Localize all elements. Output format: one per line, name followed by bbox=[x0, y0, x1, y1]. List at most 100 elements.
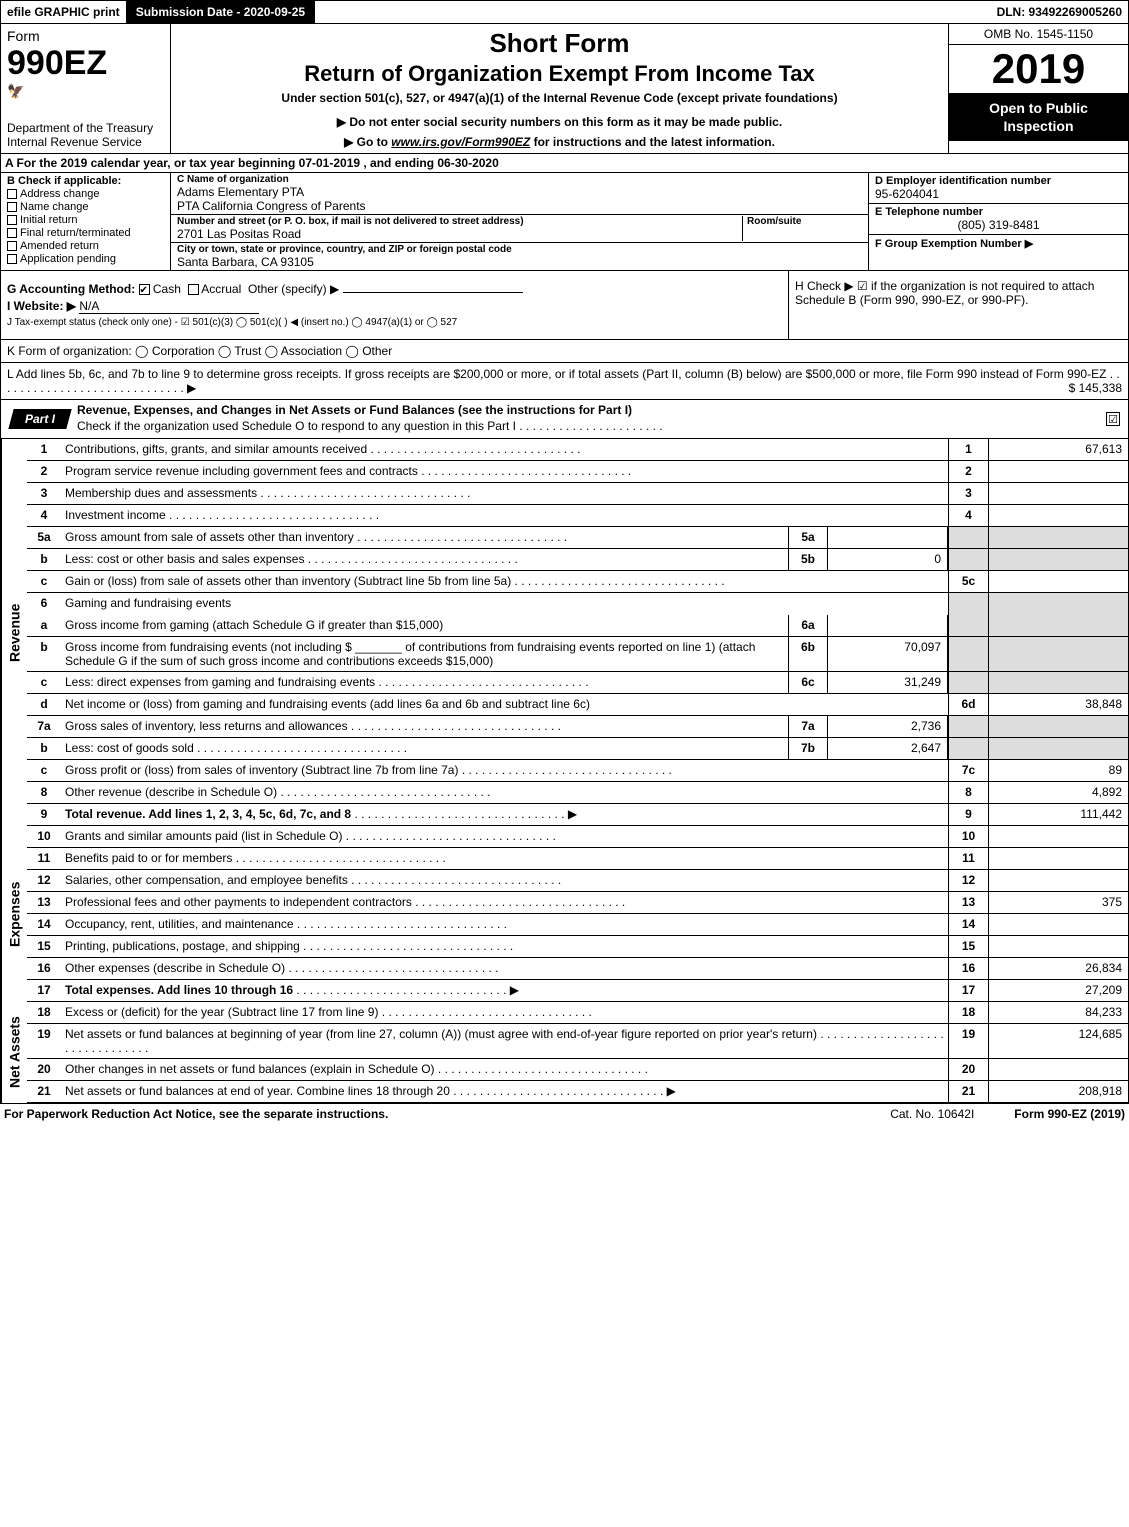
chk-accrual[interactable] bbox=[188, 284, 199, 295]
line-1: 1 Contributions, gifts, grants, and simi… bbox=[27, 439, 1128, 461]
d-phone-label: E Telephone number bbox=[875, 206, 1122, 218]
line-6c: c Less: direct expenses from gaming and … bbox=[27, 672, 1128, 694]
i-website-label: I Website: ▶ bbox=[7, 299, 76, 313]
omb-number: OMB No. 1545-1150 bbox=[949, 24, 1128, 45]
open-to-public: Open to Public Inspection bbox=[949, 93, 1128, 141]
line-7c: c Gross profit or (loss) from sales of i… bbox=[27, 760, 1128, 782]
goto-suffix: for instructions and the latest informat… bbox=[530, 135, 775, 149]
dept-label: Department of the Treasury bbox=[7, 121, 153, 135]
c-room-label: Room/suite bbox=[747, 216, 862, 227]
g-accounting: G Accounting Method: Cash Accrual Other … bbox=[7, 282, 782, 296]
org-name1: Adams Elementary PTA bbox=[177, 185, 862, 199]
chk-cash[interactable] bbox=[139, 284, 150, 295]
under-section: Under section 501(c), 527, or 4947(a)(1)… bbox=[181, 91, 938, 105]
line-3: 3 Membership dues and assessments 3 bbox=[27, 483, 1128, 505]
i-website-value: N/A bbox=[79, 299, 259, 314]
i-website: I Website: ▶ N/A bbox=[7, 299, 782, 314]
c-name-label: C Name of organization bbox=[177, 174, 862, 185]
d-ein-label: D Employer identification number bbox=[875, 175, 1122, 187]
row-l-text: L Add lines 5b, 6c, and 7b to line 9 to … bbox=[7, 367, 1120, 395]
tax-year: 2019 bbox=[949, 45, 1128, 93]
form-container: efile GRAPHIC print Submission Date - 20… bbox=[0, 0, 1129, 1104]
row-a-tax-year: A For the 2019 calendar year, or tax yea… bbox=[1, 154, 1128, 173]
org-city: Santa Barbara, CA 93105 bbox=[177, 255, 862, 269]
chk-final-return[interactable]: Final return/terminated bbox=[7, 227, 164, 239]
line-7a: 7a Gross sales of inventory, less return… bbox=[27, 716, 1128, 738]
footer-left: For Paperwork Reduction Act Notice, see … bbox=[4, 1107, 388, 1121]
line-16: 16 Other expenses (describe in Schedule … bbox=[27, 958, 1128, 980]
dept-treasury: Department of the Treasury Internal Reve… bbox=[7, 121, 164, 149]
g-cash: Cash bbox=[153, 282, 181, 296]
part1-tab: Part I bbox=[8, 409, 71, 429]
col-h: H Check ▶ ☑ if the organization is not r… bbox=[788, 271, 1128, 339]
efile-label: efile GRAPHIC print bbox=[1, 1, 126, 23]
line-5c: c Gain or (loss) from sale of assets oth… bbox=[27, 571, 1128, 593]
footer-mid: Cat. No. 10642I bbox=[890, 1107, 974, 1121]
g-other-input[interactable] bbox=[343, 292, 523, 293]
line-6a: a Gross income from gaming (attach Sched… bbox=[27, 615, 1128, 637]
form-word: Form bbox=[7, 28, 164, 44]
goto-line: ▶ Go to www.irs.gov/Form990EZ for instru… bbox=[181, 135, 938, 149]
line-20: 20 Other changes in net assets or fund b… bbox=[27, 1059, 1128, 1081]
netassets-side-label: Net Assets bbox=[1, 1002, 27, 1103]
part1-header: Part I Revenue, Expenses, and Changes in… bbox=[1, 400, 1128, 439]
part1-sub: Check if the organization used Schedule … bbox=[77, 419, 663, 433]
line-15: 15 Printing, publications, postage, and … bbox=[27, 936, 1128, 958]
short-form-title: Short Form bbox=[181, 28, 938, 59]
dln: DLN: 93492269005260 bbox=[991, 1, 1128, 23]
header-right: OMB No. 1545-1150 2019 Open to Public In… bbox=[948, 24, 1128, 153]
line-18: 18 Excess or (deficit) for the year (Sub… bbox=[27, 1002, 1128, 1024]
c-street-row: Number and street (or P. O. box, if mail… bbox=[171, 215, 868, 243]
row-l: L Add lines 5b, 6c, and 7b to line 9 to … bbox=[1, 363, 1128, 400]
line-8: 8 Other revenue (describe in Schedule O)… bbox=[27, 782, 1128, 804]
part1-check[interactable]: ☑ bbox=[1106, 412, 1120, 426]
line-2: 2 Program service revenue including gove… bbox=[27, 461, 1128, 483]
c-city-row: City or town, state or province, country… bbox=[171, 243, 868, 270]
line-21: 21 Net assets or fund balances at end of… bbox=[27, 1081, 1128, 1103]
footer: For Paperwork Reduction Act Notice, see … bbox=[0, 1104, 1129, 1124]
expenses-section: Expenses 10 Grants and similar amounts p… bbox=[1, 826, 1128, 1002]
block-b-c-d: B Check if applicable: Address change Na… bbox=[1, 173, 1128, 271]
d-ein-row: D Employer identification number 95-6204… bbox=[869, 173, 1128, 204]
line-13: 13 Professional fees and other payments … bbox=[27, 892, 1128, 914]
line-14: 14 Occupancy, rent, utilities, and maint… bbox=[27, 914, 1128, 936]
col-d: D Employer identification number 95-6204… bbox=[868, 173, 1128, 270]
d-phone: (805) 319-8481 bbox=[875, 218, 1122, 232]
g-accrual: Accrual bbox=[201, 282, 241, 296]
chk-initial-return[interactable]: Initial return bbox=[7, 214, 164, 226]
line-6: 6 Gaming and fundraising events bbox=[27, 593, 1128, 615]
line-7b: b Less: cost of goods sold 7b 2,647 bbox=[27, 738, 1128, 760]
header-center: Short Form Return of Organization Exempt… bbox=[171, 24, 948, 153]
chk-amended-return[interactable]: Amended return bbox=[7, 240, 164, 252]
line-12: 12 Salaries, other compensation, and emp… bbox=[27, 870, 1128, 892]
line-5a: 5a Gross amount from sale of assets othe… bbox=[27, 527, 1128, 549]
j-tax-exempt: J Tax-exempt status (check only one) - ☑… bbox=[7, 317, 782, 328]
g-other: Other (specify) ▶ bbox=[248, 282, 339, 296]
goto-link[interactable]: www.irs.gov/Form990EZ bbox=[391, 135, 530, 149]
line-11: 11 Benefits paid to or for members 11 bbox=[27, 848, 1128, 870]
line-6d: d Net income or (loss) from gaming and f… bbox=[27, 694, 1128, 716]
do-not-enter: ▶ Do not enter social security numbers o… bbox=[181, 115, 938, 129]
row-l-amount: $ 145,338 bbox=[1069, 381, 1122, 395]
chk-application-pending[interactable]: Application pending bbox=[7, 253, 164, 265]
chk-name-change[interactable]: Name change bbox=[7, 201, 164, 213]
org-street: 2701 Las Positas Road bbox=[177, 227, 742, 241]
h-check: H Check ▶ ☑ if the organization is not r… bbox=[795, 279, 1122, 307]
line-17: 17 Total expenses. Add lines 10 through … bbox=[27, 980, 1128, 1002]
irs-label: Internal Revenue Service bbox=[7, 135, 142, 149]
line-4: 4 Investment income 4 bbox=[27, 505, 1128, 527]
line-6b: b Gross income from fundraising events (… bbox=[27, 637, 1128, 672]
netassets-section: Net Assets 18 Excess or (deficit) for th… bbox=[1, 1002, 1128, 1103]
form-number: 990EZ bbox=[7, 44, 164, 83]
eagle-icon: 🦅 bbox=[7, 83, 164, 100]
revenue-side-label: Revenue bbox=[1, 439, 27, 826]
line-19: 19 Net assets or fund balances at beginn… bbox=[27, 1024, 1128, 1059]
block-g-h: G Accounting Method: Cash Accrual Other … bbox=[1, 271, 1128, 340]
d-group-row: F Group Exemption Number ▶ bbox=[869, 235, 1128, 270]
goto-prefix: ▶ Go to bbox=[344, 135, 391, 149]
chk-address-change[interactable]: Address change bbox=[7, 188, 164, 200]
c-street-label: Number and street (or P. O. box, if mail… bbox=[177, 216, 742, 227]
org-name2: PTA California Congress of Parents bbox=[177, 199, 862, 213]
col-b: B Check if applicable: Address change Na… bbox=[1, 173, 171, 270]
d-ein: 95-6204041 bbox=[875, 187, 1122, 201]
